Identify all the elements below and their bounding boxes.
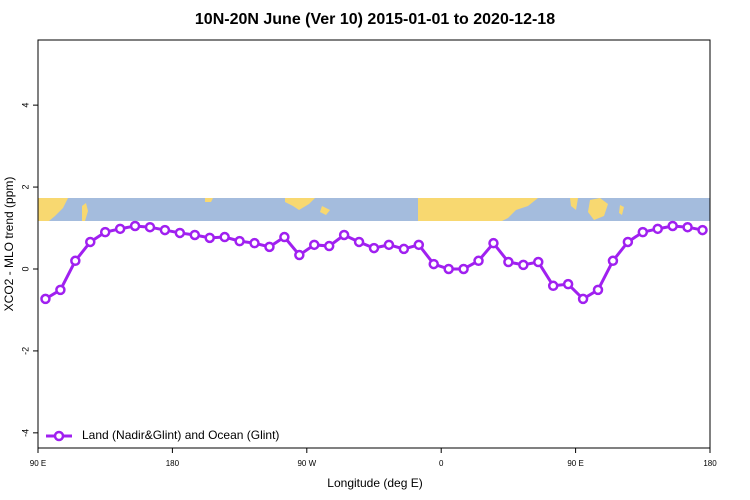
- x-tick-label: 90 E: [567, 459, 583, 468]
- point: [174, 227, 186, 239]
- point: [518, 259, 529, 271]
- x-tick-label: 90 W: [297, 459, 316, 468]
- y-tick-label: -2: [20, 347, 30, 355]
- point: [682, 221, 693, 233]
- point: [279, 231, 290, 243]
- x-tick-label: 0: [439, 459, 444, 468]
- point: [622, 236, 634, 248]
- point: [338, 229, 350, 241]
- point: [413, 239, 425, 251]
- point: [398, 243, 410, 255]
- point: [607, 255, 619, 267]
- point: [562, 278, 574, 290]
- point: [443, 263, 454, 275]
- point: [533, 256, 544, 268]
- point: [592, 284, 604, 296]
- point: [219, 231, 230, 243]
- point: [129, 220, 141, 232]
- point: [547, 280, 559, 292]
- point: [249, 237, 260, 249]
- point: [652, 223, 663, 235]
- point: [159, 224, 171, 236]
- point: [99, 226, 111, 238]
- y-tick-label: -4: [20, 429, 30, 437]
- point: [144, 221, 156, 233]
- point: [383, 239, 395, 251]
- point: [473, 255, 484, 267]
- series-line: [44, 224, 703, 301]
- point: [323, 240, 335, 252]
- point: [70, 255, 81, 267]
- point: [503, 256, 514, 268]
- point: [264, 241, 275, 253]
- x-tick-label: 180: [703, 459, 717, 468]
- point: [577, 293, 589, 305]
- point: [204, 232, 215, 244]
- point: [85, 236, 96, 248]
- y-tick-label: 4: [20, 103, 30, 108]
- point: [368, 242, 380, 254]
- x-tick-label: 180: [166, 459, 180, 468]
- map-strip: [38, 198, 710, 221]
- point: [40, 293, 51, 305]
- y-axis-label: XCO2 - MLO trend (ppm): [2, 177, 16, 312]
- legend-marker: [53, 430, 65, 442]
- plot-frame: [37, 39, 711, 449]
- point: [55, 284, 66, 296]
- point: [637, 226, 649, 238]
- point: [189, 229, 201, 241]
- point: [309, 239, 320, 251]
- point: [458, 263, 469, 275]
- point: [667, 220, 678, 232]
- point: [353, 236, 365, 248]
- point: [294, 249, 305, 261]
- legend-label: Land (Nadir&Glint) and Ocean (Glint): [82, 428, 279, 442]
- point: [114, 223, 126, 235]
- point: [234, 235, 245, 247]
- x-axis-label: Longitude (deg E): [327, 476, 422, 490]
- chart-title: 10N-20N June (Ver 10) 2015-01-01 to 2020…: [195, 11, 555, 28]
- y-tick-label: 0: [20, 266, 30, 271]
- point: [697, 224, 708, 236]
- point: [428, 258, 439, 270]
- y-tick-label: 2: [20, 185, 30, 190]
- x-tick-label: 90 E: [30, 459, 46, 468]
- point: [488, 237, 499, 249]
